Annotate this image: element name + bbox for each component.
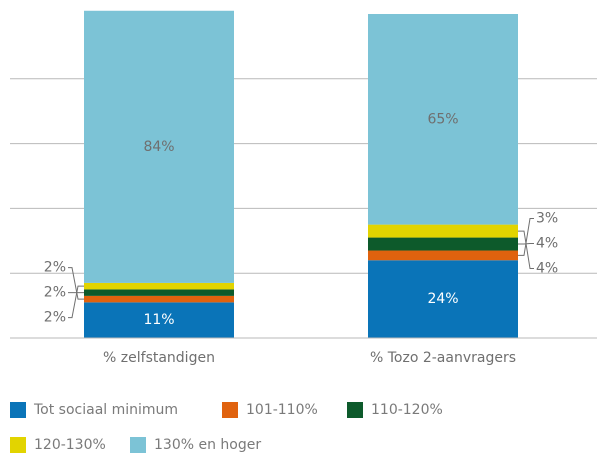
leader-line bbox=[518, 230, 534, 269]
data-label: 24% bbox=[427, 291, 458, 307]
x-tick-label: % zelfstandigen bbox=[103, 350, 215, 366]
data-label: 11% bbox=[143, 312, 174, 328]
leader-line bbox=[68, 267, 84, 300]
leader-line bbox=[68, 285, 84, 319]
bar-segment bbox=[84, 295, 234, 303]
data-label: 4% bbox=[536, 236, 558, 252]
leader-line bbox=[518, 243, 534, 245]
x-tick-label: % Tozo 2-aanvragers bbox=[370, 350, 516, 366]
legend-swatch bbox=[347, 402, 363, 418]
bar-segment bbox=[368, 14, 518, 225]
legend-label: 120-130% bbox=[34, 437, 106, 453]
legend-swatch bbox=[10, 437, 26, 453]
leader-line bbox=[518, 218, 534, 256]
legend-swatch bbox=[130, 437, 146, 453]
bar-segment bbox=[84, 289, 234, 296]
data-label: 4% bbox=[536, 261, 558, 277]
bar-segment bbox=[368, 250, 518, 261]
legend-label: 101-110% bbox=[246, 402, 318, 418]
data-label: 65% bbox=[427, 111, 458, 127]
data-label: 84% bbox=[143, 139, 174, 155]
data-label: 2% bbox=[44, 310, 66, 326]
bar-segment bbox=[84, 282, 234, 290]
legend-label: Tot sociaal minimum bbox=[33, 402, 178, 418]
bar-segment bbox=[368, 260, 518, 338]
bar-segment bbox=[368, 224, 518, 238]
data-label: 3% bbox=[536, 211, 558, 227]
data-label: 2% bbox=[44, 260, 66, 276]
legend-swatch bbox=[222, 402, 238, 418]
bar-segment bbox=[84, 302, 234, 338]
legend-swatch bbox=[10, 402, 26, 418]
legend-label: 130% en hoger bbox=[154, 437, 261, 453]
bar-segment bbox=[84, 10, 234, 283]
legend-label: 110-120% bbox=[371, 402, 443, 418]
bar-segment bbox=[368, 237, 518, 251]
data-label: 2% bbox=[44, 285, 66, 301]
